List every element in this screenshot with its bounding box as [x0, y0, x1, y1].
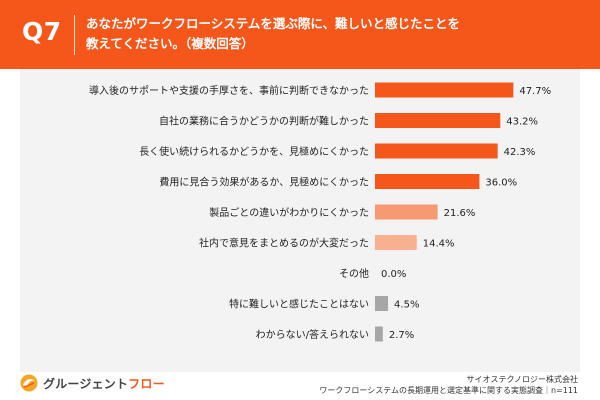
category-label: 導入後のサポートや支援の手厚さを、事前に判断できなかった — [89, 84, 369, 97]
value-label: 42.3% — [504, 147, 536, 158]
value-label: 36.0% — [485, 178, 517, 189]
brand-logo: グルージェントフロー — [20, 372, 165, 394]
bar — [375, 82, 514, 98]
category-label: 社内で意見をまとめるのが大変だった — [199, 237, 369, 250]
question-header: Q7 あなたがワークフローシステムを選ぶ際に、難しいと感じたことを 教えてくださ… — [0, 0, 600, 69]
bar — [375, 113, 501, 128]
value-label: 0.0% — [381, 269, 406, 280]
chart-panel: 導入後のサポートや支援の手厚さを、事前に判断できなかった 47.7% 自社の業務に合… — [20, 69, 580, 372]
value-label: 2.7% — [389, 330, 414, 341]
credit-company: サイオステクノロジー株式会社 — [466, 375, 578, 384]
bar-chart: 導入後のサポートや支援の手厚さを、事前に判断できなかった 47.7% 自社の業務に合… — [89, 82, 551, 342]
category-label: 費用に見合う効果があるか、見極めにくかった — [159, 176, 369, 189]
value-label: 4.5% — [394, 300, 419, 311]
bar — [375, 204, 438, 220]
logo-text-accent: フロー — [128, 376, 165, 391]
question-title-line1: あなたがワークフローシステムを選ぶ際に、難しいと感じたことを — [86, 16, 461, 31]
bar — [375, 143, 498, 159]
bar — [375, 174, 480, 189]
bar — [375, 326, 383, 342]
category-label: 自社の業務に合うかどうかの判断が難しかった — [159, 115, 369, 128]
bar — [375, 235, 417, 250]
value-label: 21.6% — [444, 208, 476, 219]
question-title: あなたがワークフローシステムを選ぶ際に、難しいと感じたことを 教えてください。（… — [86, 14, 586, 54]
value-label: 47.7% — [519, 86, 551, 97]
logo-mark-icon — [20, 374, 38, 392]
question-number: Q7 — [22, 17, 62, 46]
category-label: 特に難しいと感じたことはない — [229, 298, 369, 311]
category-label: 長く使い続けられるかどうかを、見極めにくかった — [139, 145, 369, 158]
logo-text-main: グルージェント — [43, 376, 129, 391]
category-label: わからない/答えられない — [256, 328, 369, 341]
value-label: 43.2% — [506, 117, 538, 128]
credit-survey: ワークフローシステムの長期運用と選定基準に関する実態調査｜n=111 — [319, 386, 578, 395]
question-title-line2: 教えてください。（複数回答） — [86, 36, 254, 51]
category-label: その他 — [339, 267, 369, 280]
category-label: 製品ごとの違いがわかりにくかった — [209, 206, 369, 219]
logo-text: グルージェントフロー — [43, 375, 165, 392]
header-divider — [74, 15, 75, 55]
value-label: 14.4% — [423, 239, 455, 250]
bar — [375, 296, 389, 311]
